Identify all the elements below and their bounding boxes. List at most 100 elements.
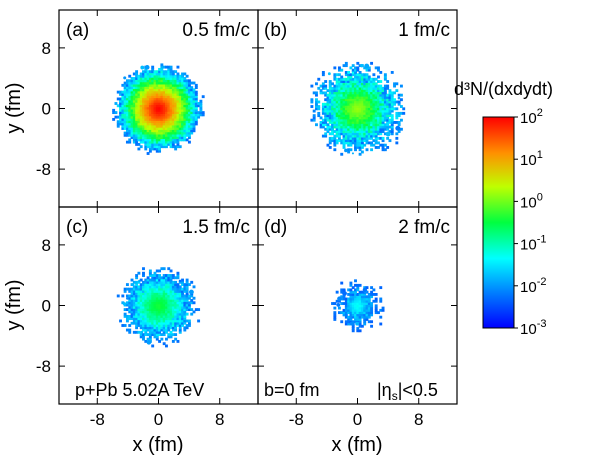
heatmap-cell [176,308,180,312]
heatmap-cell [183,133,187,137]
heatmap-cell [356,109,360,113]
heatmap-cell [185,283,189,287]
heatmap-cell [153,292,157,296]
heatmap-cell [363,91,367,95]
heatmap-cell [370,77,374,81]
heatmap-cell [181,117,184,121]
heatmap-cell [356,91,360,95]
heatmap-cell [354,297,357,301]
panel-label-a: (a) [66,20,89,41]
heatmap-cell [335,109,339,113]
heatmap-cell [160,314,164,318]
heatmap-cell [383,132,387,136]
heatmap-cell [181,321,184,325]
heatmap-cell [176,294,180,298]
heatmap-cell [370,302,374,305]
heatmap-cell [358,98,362,102]
heatmap-cell [171,122,175,126]
heatmap-cell [354,91,357,95]
heatmap-cell [360,313,364,317]
heatmap-cell [183,115,187,119]
heatmap-cell [354,70,357,74]
heatmap-cell [397,93,401,97]
x-tick-label: 0 [353,410,362,429]
heatmap-cell [377,311,380,315]
heatmap-cell [363,118,367,122]
heatmap-cell [351,304,355,308]
heatmap-cell [183,102,187,105]
heatmap-cell [347,109,351,113]
heatmap-cell [333,96,337,99]
heatmap-cell [151,344,155,348]
heatmap-cell [158,147,162,151]
heatmap-cell [331,89,334,93]
heatmap-cell [374,91,378,95]
heatmap-cell [360,91,364,95]
heatmap-cell [169,102,173,105]
heatmap-cell [351,68,355,72]
heatmap-cell [372,288,376,292]
heatmap-cell [121,117,125,121]
heatmap-cell [383,86,387,90]
heatmap-cell [351,297,355,301]
heatmap-cell [181,129,184,133]
heatmap-cell [169,140,173,144]
heatmap-cell [358,313,362,317]
heatmap-cell [386,109,390,113]
heatmap-cell [367,313,371,317]
heatmap-cell [321,84,325,88]
heatmap-cell [151,138,155,142]
heatmap-cell [183,317,187,321]
heatmap-cell [160,296,164,300]
heatmap-cell [358,311,362,315]
heatmap-cell [367,118,371,122]
heatmap-cell [174,310,178,314]
heatmap-cell [162,81,166,85]
heatmap-cell [367,68,371,72]
heatmap-cell [132,140,136,144]
heatmap-cell [324,114,328,118]
heatmap-cell [390,125,394,129]
heatmap-cell [165,326,168,330]
heatmap-cell [342,80,346,83]
heatmap-cell [165,319,168,323]
heatmap-cell [125,115,129,119]
heatmap-cell [386,102,390,106]
heatmap-cell [351,320,355,324]
heatmap-cell [146,305,150,309]
heatmap-cell [324,107,328,111]
heatmap-cell [153,147,157,151]
heatmap-cell [354,290,357,294]
heatmap-cell [333,77,337,81]
heatmap-cell [372,73,376,77]
heatmap-cell [335,132,339,136]
heatmap-cell [128,74,132,78]
heatmap-cell [160,127,164,130]
heatmap-cell [333,318,337,321]
heatmap-cell [377,100,380,104]
heatmap-cell [349,96,353,99]
heatmap-cell [349,121,353,124]
heatmap-cell [386,136,390,140]
heatmap-cell [169,108,173,112]
heatmap-cell [146,131,150,135]
heatmap-cell [132,86,136,90]
heatmap-cell [360,130,364,133]
heatmap-cell [367,86,371,90]
heatmap-cell [363,134,367,138]
heatmap-cell [354,84,357,88]
heatmap-cell [165,140,168,144]
heatmap-cell [158,303,162,307]
heatmap-cell [333,107,337,111]
heatmap-cell [153,287,157,291]
heatmap-cell [356,123,360,127]
heatmap-cell [162,289,166,293]
heatmap-cell [335,290,339,294]
heatmap-cell [363,315,367,319]
heatmap-cell [347,302,351,305]
heatmap-cell [181,136,184,140]
heatmap-cell [128,301,132,305]
heatmap-cell [344,105,348,108]
heatmap-cell [183,301,187,305]
heatmap-cell [171,285,175,289]
